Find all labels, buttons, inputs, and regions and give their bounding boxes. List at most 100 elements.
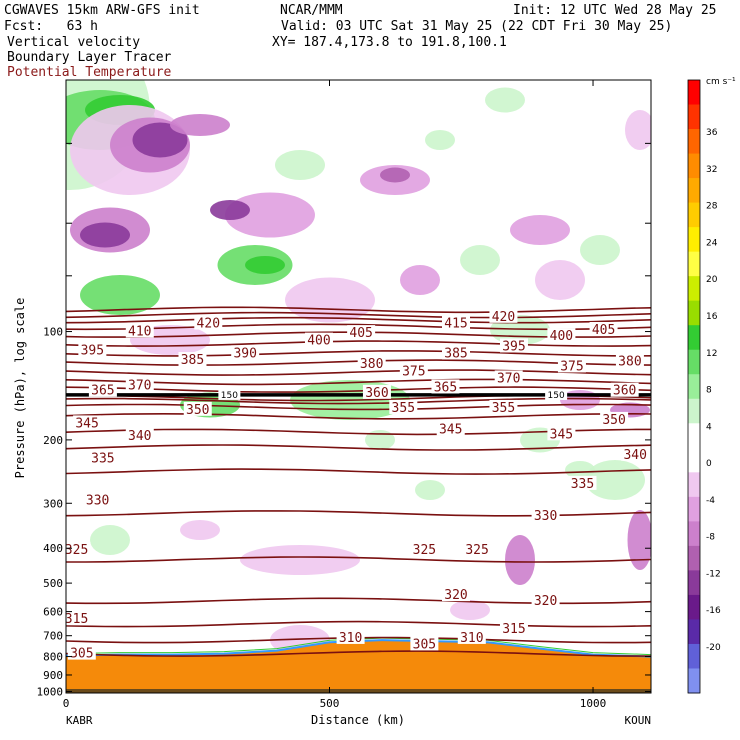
header-valid: Valid: 03 UTC Sat 31 May 25 (22 CDT Fri … — [281, 19, 673, 34]
colorbar-swatch — [688, 153, 700, 179]
theta-label: 310 — [460, 631, 483, 646]
theta-label-bg — [183, 401, 212, 416]
theta-contour-350 — [66, 412, 651, 420]
y-tick-label: 200 — [43, 434, 63, 447]
theta-label: 385 — [444, 346, 467, 361]
theta-label: 395 — [81, 344, 104, 359]
theta-label: 375 — [402, 364, 425, 379]
theta-label-bg — [347, 325, 376, 340]
theta-label: 355 — [392, 401, 415, 416]
theta-label-bg — [600, 411, 629, 426]
theta-label-bg — [431, 379, 460, 394]
theta-label-bg — [194, 315, 223, 330]
colorbar-tick-label: 4 — [706, 422, 712, 432]
theta-label-bg — [615, 353, 644, 368]
theta-label: 360 — [613, 384, 636, 399]
header-field-vertical-velocity: Vertical velocity — [7, 35, 141, 50]
theta-label-bg — [88, 382, 117, 397]
theta-label: 395 — [502, 339, 525, 354]
colorbar-swatch — [688, 594, 700, 620]
y-tick-label: 600 — [43, 606, 63, 619]
theta-contour-320 — [66, 597, 651, 605]
theta-contour-355 — [66, 403, 651, 411]
theta-label: 405 — [592, 323, 615, 338]
theta-label: 325 — [465, 543, 488, 558]
theta-label-bg — [304, 332, 333, 347]
colorbar-tick-label: 36 — [706, 128, 718, 138]
theta-label: 340 — [623, 448, 646, 463]
theta-label: 370 — [497, 371, 520, 386]
colorbar-tick-label: 32 — [706, 165, 717, 175]
theta-contour-370 — [66, 386, 651, 393]
colorbar-tick-label: 28 — [706, 202, 718, 212]
colorbar-swatch — [688, 227, 700, 253]
theta-contour-330 — [66, 510, 651, 517]
theta-label: 345 — [550, 427, 573, 442]
theta-label: 385 — [181, 353, 204, 368]
theta-label-bg — [231, 345, 260, 360]
theta-label: 315 — [502, 622, 525, 637]
theta-label: 325 — [413, 543, 436, 558]
colorbar-tick-label: 8 — [706, 386, 712, 396]
colorbar-units: cm s⁻¹ — [706, 77, 736, 87]
theta-label: 365 — [91, 384, 114, 399]
theta-label: 410 — [128, 325, 151, 340]
theta-label: 305 — [413, 637, 436, 652]
theta-contour-410 — [66, 316, 651, 324]
tropopause-label: 150 — [221, 391, 238, 401]
colorbar-swatch — [688, 643, 700, 669]
theta-contour-375 — [66, 378, 651, 386]
theta-label-bg — [557, 358, 586, 373]
left-endpoint-label: KABR — [66, 714, 93, 727]
header-fcst: Fcst: 63 h — [4, 19, 98, 34]
y-tick-label: 700 — [43, 630, 63, 643]
theta-contour-395 — [66, 340, 651, 347]
right-endpoint-label: KOUN — [625, 714, 652, 727]
y-tick-label: 900 — [43, 669, 63, 682]
colorbar-swatch — [688, 325, 700, 351]
theta-label-bg — [531, 592, 560, 607]
theta-label-bg — [125, 323, 154, 338]
header-field-bl-tracer: Boundary Layer Tracer — [7, 50, 172, 65]
theta-contour-315 — [66, 620, 651, 628]
colorbar-swatch — [688, 374, 700, 400]
colorbar-swatch — [688, 496, 700, 522]
theta-label-bg — [442, 345, 470, 360]
colorbar-tick-label: 24 — [706, 239, 718, 249]
theta-label: 380 — [618, 354, 641, 369]
theta-label-bg — [621, 446, 650, 461]
theta-label: 375 — [560, 359, 583, 374]
theta-label-bg — [494, 370, 523, 385]
theta-label-bg — [489, 399, 518, 414]
theta-label-bg — [410, 636, 439, 651]
theta-label-bg — [357, 355, 386, 370]
colorbar-swatch — [688, 300, 700, 326]
y-tick-label: 1000 — [37, 685, 64, 698]
colorbar-swatch — [688, 104, 700, 130]
theta-label-bg — [442, 587, 470, 602]
theta-contour-335 — [66, 468, 651, 475]
terrain-tracer — [66, 637, 651, 693]
theta-label: 400 — [307, 334, 330, 349]
theta-label-bg — [389, 399, 418, 414]
header-field-theta: Potential Temperature — [7, 65, 172, 80]
colorbar-tick-label: -12 — [706, 569, 721, 579]
theta-label-bg — [125, 427, 154, 442]
colorbar-swatch — [688, 202, 700, 228]
theta-contour-340 — [66, 444, 651, 451]
colorbar: 36 32 28 24 20 16 12 8 4 0 -4 -8 -12 -16 -20 — [687, 79, 721, 694]
colorbar-swatch — [688, 178, 700, 204]
theta-contour-325 — [66, 556, 651, 563]
theta-label-bg — [83, 492, 112, 507]
colorbar-swatch — [688, 545, 700, 571]
theta-labels: 305 310 305 310 315 315 320 320 325 325 325 330 330 3… — [62, 308, 650, 662]
colorbar-swatch — [688, 276, 700, 302]
theta-label: 345 — [75, 416, 98, 431]
theta-label: 320 — [534, 594, 557, 609]
theta-label-bg — [62, 611, 91, 626]
theta-label-bg — [362, 384, 391, 399]
tropopause-label: 150 — [548, 391, 565, 401]
colorbar-swatch — [688, 472, 700, 498]
theta-label-bg — [78, 342, 107, 357]
colorbar-swatch — [688, 80, 700, 106]
